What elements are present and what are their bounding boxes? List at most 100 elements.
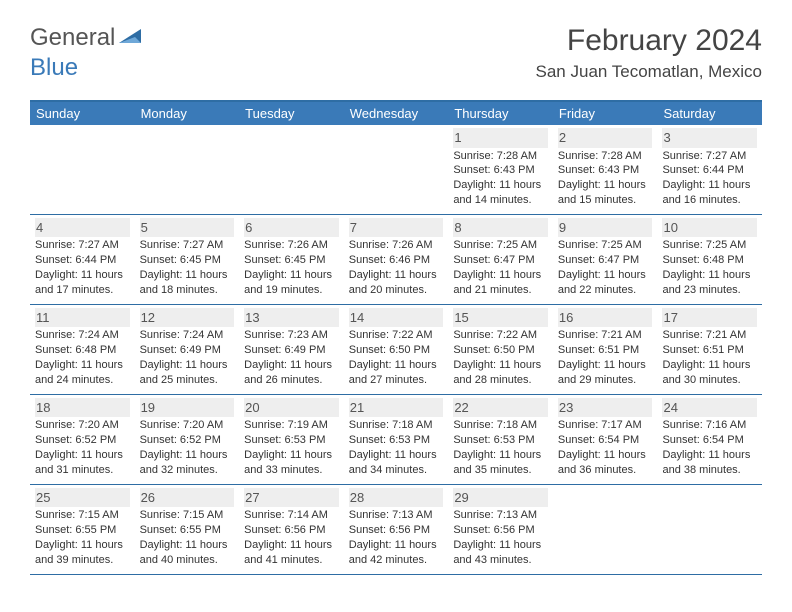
weekday-wednesday: Wednesday [344, 102, 449, 125]
daylight: Daylight: 11 hours and 18 minutes. [140, 268, 235, 298]
daylight: Daylight: 11 hours and 27 minutes. [349, 358, 444, 388]
day-cell: 11Sunrise: 7:24 AMSunset: 6:48 PMDayligh… [30, 305, 135, 394]
day-number: 24 [662, 398, 757, 418]
sunrise: Sunrise: 7:17 AM [558, 418, 653, 433]
sunset: Sunset: 6:45 PM [140, 253, 235, 268]
sunset: Sunset: 6:50 PM [349, 343, 444, 358]
day-cell: 4Sunrise: 7:27 AMSunset: 6:44 PMDaylight… [30, 215, 135, 304]
day-cell: 13Sunrise: 7:23 AMSunset: 6:49 PMDayligh… [239, 305, 344, 394]
sunrise: Sunrise: 7:28 AM [558, 149, 653, 164]
sunrise: Sunrise: 7:18 AM [349, 418, 444, 433]
day-info: Sunrise: 7:20 AMSunset: 6:52 PMDaylight:… [140, 418, 235, 477]
week-row: 11Sunrise: 7:24 AMSunset: 6:48 PMDayligh… [30, 305, 762, 395]
day-cell: 14Sunrise: 7:22 AMSunset: 6:50 PMDayligh… [344, 305, 449, 394]
day-info: Sunrise: 7:26 AMSunset: 6:45 PMDaylight:… [244, 238, 339, 297]
sunrise: Sunrise: 7:15 AM [35, 508, 130, 523]
day-cell: 3Sunrise: 7:27 AMSunset: 6:44 PMDaylight… [657, 125, 762, 214]
weekday-saturday: Saturday [657, 102, 762, 125]
sunrise: Sunrise: 7:27 AM [140, 238, 235, 253]
day-cell: 10Sunrise: 7:25 AMSunset: 6:48 PMDayligh… [657, 215, 762, 304]
sunset: Sunset: 6:53 PM [453, 433, 548, 448]
sunrise: Sunrise: 7:26 AM [244, 238, 339, 253]
day-cell: 21Sunrise: 7:18 AMSunset: 6:53 PMDayligh… [344, 395, 449, 484]
daylight: Daylight: 11 hours and 41 minutes. [244, 538, 339, 568]
daylight: Daylight: 11 hours and 16 minutes. [662, 178, 757, 208]
day-number: 23 [558, 398, 653, 418]
sunset: Sunset: 6:48 PM [35, 343, 130, 358]
sunset: Sunset: 6:55 PM [35, 523, 130, 538]
day-number: 14 [349, 308, 444, 328]
daylight: Daylight: 11 hours and 19 minutes. [244, 268, 339, 298]
week-row: 1Sunrise: 7:28 AMSunset: 6:43 PMDaylight… [30, 125, 762, 215]
day-cell: 20Sunrise: 7:19 AMSunset: 6:53 PMDayligh… [239, 395, 344, 484]
day-info: Sunrise: 7:21 AMSunset: 6:51 PMDaylight:… [558, 328, 653, 387]
header: General February 2024 San Juan Tecomatla… [0, 0, 792, 90]
day-info: Sunrise: 7:24 AMSunset: 6:48 PMDaylight:… [35, 328, 130, 387]
day-number: 9 [558, 218, 653, 238]
sunset: Sunset: 6:54 PM [662, 433, 757, 448]
day-number: 11 [35, 308, 130, 328]
day-cell: 19Sunrise: 7:20 AMSunset: 6:52 PMDayligh… [135, 395, 240, 484]
day-number [140, 128, 235, 130]
sunset: Sunset: 6:52 PM [35, 433, 130, 448]
day-info: Sunrise: 7:16 AMSunset: 6:54 PMDaylight:… [662, 418, 757, 477]
day-number: 26 [140, 488, 235, 508]
title-block: February 2024 San Juan Tecomatlan, Mexic… [536, 24, 762, 82]
sunrise: Sunrise: 7:21 AM [558, 328, 653, 343]
day-info: Sunrise: 7:23 AMSunset: 6:49 PMDaylight:… [244, 328, 339, 387]
sunset: Sunset: 6:51 PM [558, 343, 653, 358]
sunrise: Sunrise: 7:24 AM [35, 328, 130, 343]
day-number: 7 [349, 218, 444, 238]
day-info: Sunrise: 7:22 AMSunset: 6:50 PMDaylight:… [453, 328, 548, 387]
sunset: Sunset: 6:47 PM [453, 253, 548, 268]
day-cell: 27Sunrise: 7:14 AMSunset: 6:56 PMDayligh… [239, 485, 344, 574]
sunset: Sunset: 6:43 PM [558, 163, 653, 178]
day-info: Sunrise: 7:25 AMSunset: 6:47 PMDaylight:… [558, 238, 653, 297]
sunset: Sunset: 6:56 PM [244, 523, 339, 538]
daylight: Daylight: 11 hours and 34 minutes. [349, 448, 444, 478]
sunset: Sunset: 6:50 PM [453, 343, 548, 358]
sunrise: Sunrise: 7:22 AM [349, 328, 444, 343]
day-number: 16 [558, 308, 653, 328]
sunrise: Sunrise: 7:13 AM [453, 508, 548, 523]
day-info: Sunrise: 7:24 AMSunset: 6:49 PMDaylight:… [140, 328, 235, 387]
day-info: Sunrise: 7:28 AMSunset: 6:43 PMDaylight:… [453, 149, 548, 208]
day-number: 17 [662, 308, 757, 328]
daylight: Daylight: 11 hours and 43 minutes. [453, 538, 548, 568]
day-number: 25 [35, 488, 130, 508]
day-number: 27 [244, 488, 339, 508]
day-number [244, 128, 339, 130]
day-cell [30, 125, 135, 214]
day-cell: 28Sunrise: 7:13 AMSunset: 6:56 PMDayligh… [344, 485, 449, 574]
day-number: 6 [244, 218, 339, 238]
sunrise: Sunrise: 7:21 AM [662, 328, 757, 343]
day-info: Sunrise: 7:21 AMSunset: 6:51 PMDaylight:… [662, 328, 757, 387]
sunset: Sunset: 6:48 PM [662, 253, 757, 268]
weekday-monday: Monday [135, 102, 240, 125]
sunset: Sunset: 6:43 PM [453, 163, 548, 178]
day-number: 3 [662, 128, 757, 148]
daylight: Daylight: 11 hours and 30 minutes. [662, 358, 757, 388]
daylight: Daylight: 11 hours and 20 minutes. [349, 268, 444, 298]
weekday-friday: Friday [553, 102, 658, 125]
logo-text-blue: Blue [30, 54, 78, 81]
day-cell: 23Sunrise: 7:17 AMSunset: 6:54 PMDayligh… [553, 395, 658, 484]
daylight: Daylight: 11 hours and 14 minutes. [453, 178, 548, 208]
day-info: Sunrise: 7:27 AMSunset: 6:44 PMDaylight:… [35, 238, 130, 297]
day-cell: 6Sunrise: 7:26 AMSunset: 6:45 PMDaylight… [239, 215, 344, 304]
sunset: Sunset: 6:56 PM [453, 523, 548, 538]
day-cell: 18Sunrise: 7:20 AMSunset: 6:52 PMDayligh… [30, 395, 135, 484]
day-number [662, 488, 757, 490]
sunrise: Sunrise: 7:14 AM [244, 508, 339, 523]
day-cell: 2Sunrise: 7:28 AMSunset: 6:43 PMDaylight… [553, 125, 658, 214]
logo-blue-row: Blue [30, 54, 78, 82]
sunrise: Sunrise: 7:27 AM [35, 238, 130, 253]
month-title: February 2024 [536, 24, 762, 58]
day-cell: 7Sunrise: 7:26 AMSunset: 6:46 PMDaylight… [344, 215, 449, 304]
sunrise: Sunrise: 7:24 AM [140, 328, 235, 343]
sunset: Sunset: 6:51 PM [662, 343, 757, 358]
day-number: 13 [244, 308, 339, 328]
day-cell: 17Sunrise: 7:21 AMSunset: 6:51 PMDayligh… [657, 305, 762, 394]
daylight: Daylight: 11 hours and 22 minutes. [558, 268, 653, 298]
day-info: Sunrise: 7:15 AMSunset: 6:55 PMDaylight:… [140, 508, 235, 567]
